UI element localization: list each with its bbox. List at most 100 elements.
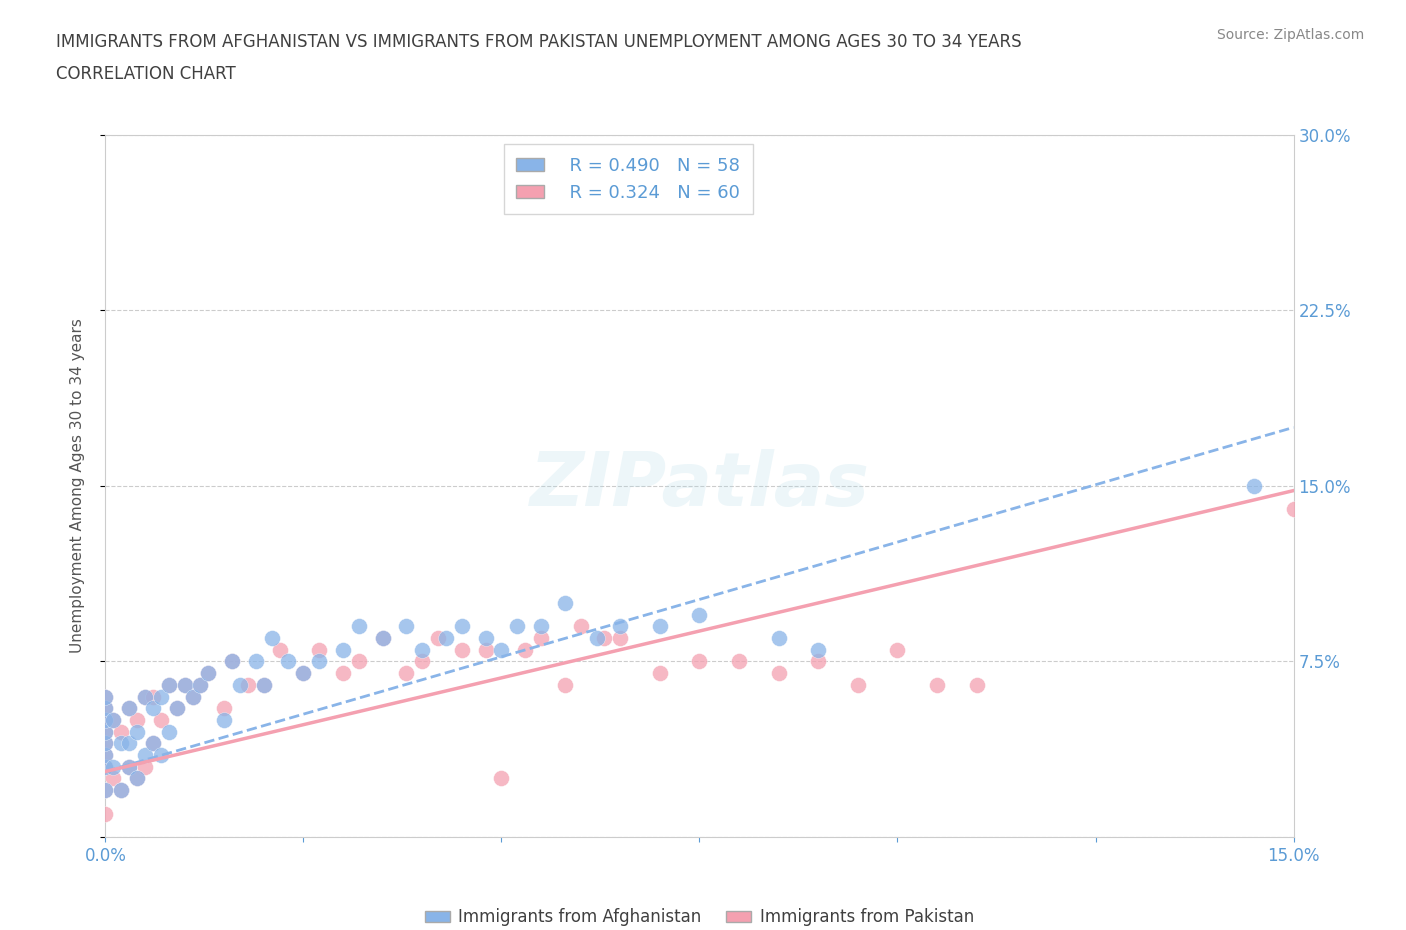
Point xyxy=(142,701,165,716)
Point xyxy=(554,595,576,610)
Point xyxy=(157,677,180,692)
Point xyxy=(807,643,830,658)
Point xyxy=(166,701,188,716)
Point xyxy=(609,631,631,645)
Point xyxy=(966,677,988,692)
Point xyxy=(94,748,117,763)
Point xyxy=(181,689,204,704)
Point xyxy=(530,631,553,645)
Point xyxy=(347,654,370,669)
Point xyxy=(260,631,283,645)
Point xyxy=(94,783,117,798)
Point xyxy=(689,654,711,669)
Point xyxy=(554,677,576,692)
Point xyxy=(269,643,291,658)
Point xyxy=(110,724,132,739)
Point xyxy=(411,643,433,658)
Point xyxy=(190,677,212,692)
Point xyxy=(807,654,830,669)
Point xyxy=(434,631,457,645)
Point xyxy=(103,759,125,774)
Point xyxy=(229,677,252,692)
Point xyxy=(94,783,117,798)
Point xyxy=(190,677,212,692)
Point xyxy=(94,724,117,739)
Point xyxy=(157,677,180,692)
Point xyxy=(94,724,117,739)
Point xyxy=(277,654,299,669)
Point xyxy=(846,677,869,692)
Point xyxy=(395,666,418,681)
Point xyxy=(118,701,141,716)
Point xyxy=(134,748,156,763)
Point xyxy=(173,677,195,692)
Point xyxy=(411,654,433,669)
Point xyxy=(214,712,236,727)
Point xyxy=(181,689,204,704)
Point xyxy=(515,643,537,658)
Point xyxy=(166,701,188,716)
Point xyxy=(149,748,172,763)
Point xyxy=(689,607,711,622)
Point xyxy=(103,712,125,727)
Point xyxy=(118,759,141,774)
Point xyxy=(110,736,132,751)
Point xyxy=(450,619,472,634)
Point xyxy=(925,677,948,692)
Point xyxy=(142,689,165,704)
Point xyxy=(395,619,418,634)
Point xyxy=(491,643,513,658)
Point xyxy=(253,677,276,692)
Point xyxy=(157,724,180,739)
Point xyxy=(94,759,117,774)
Point xyxy=(474,631,496,645)
Text: CORRELATION CHART: CORRELATION CHART xyxy=(56,65,236,83)
Point xyxy=(768,666,790,681)
Point xyxy=(308,654,330,669)
Point xyxy=(127,771,149,786)
Point xyxy=(593,631,616,645)
Point xyxy=(127,724,149,739)
Point xyxy=(173,677,195,692)
Text: ZIPatlas: ZIPatlas xyxy=(530,449,869,523)
Point xyxy=(728,654,751,669)
Point xyxy=(127,771,149,786)
Point xyxy=(236,677,259,692)
Point xyxy=(94,712,117,727)
Point xyxy=(94,736,117,751)
Point xyxy=(245,654,267,669)
Point xyxy=(134,759,156,774)
Point xyxy=(1243,479,1265,494)
Point xyxy=(569,619,592,634)
Point xyxy=(221,654,243,669)
Point xyxy=(94,748,117,763)
Point xyxy=(118,701,141,716)
Point xyxy=(491,771,513,786)
Point xyxy=(427,631,450,645)
Point xyxy=(308,643,330,658)
Point xyxy=(197,666,219,681)
Point xyxy=(103,712,125,727)
Point xyxy=(585,631,607,645)
Point xyxy=(648,666,671,681)
Y-axis label: Unemployment Among Ages 30 to 34 years: Unemployment Among Ages 30 to 34 years xyxy=(70,318,84,654)
Point xyxy=(347,619,370,634)
Point xyxy=(149,712,172,727)
Text: IMMIGRANTS FROM AFGHANISTAN VS IMMIGRANTS FROM PAKISTAN UNEMPLOYMENT AMONG AGES : IMMIGRANTS FROM AFGHANISTAN VS IMMIGRANT… xyxy=(56,33,1022,50)
Point xyxy=(450,643,472,658)
Point xyxy=(332,643,354,658)
Point xyxy=(214,701,236,716)
Point xyxy=(94,806,117,821)
Point xyxy=(292,666,315,681)
Point xyxy=(149,689,172,704)
Point xyxy=(94,689,117,704)
Point xyxy=(110,783,132,798)
Text: Source: ZipAtlas.com: Source: ZipAtlas.com xyxy=(1216,28,1364,42)
Point xyxy=(134,689,156,704)
Point xyxy=(609,619,631,634)
Point xyxy=(94,712,117,727)
Point xyxy=(1282,502,1305,517)
Legend: Immigrants from Afghanistan, Immigrants from Pakistan: Immigrants from Afghanistan, Immigrants … xyxy=(418,901,981,930)
Point xyxy=(371,631,394,645)
Point xyxy=(371,631,394,645)
